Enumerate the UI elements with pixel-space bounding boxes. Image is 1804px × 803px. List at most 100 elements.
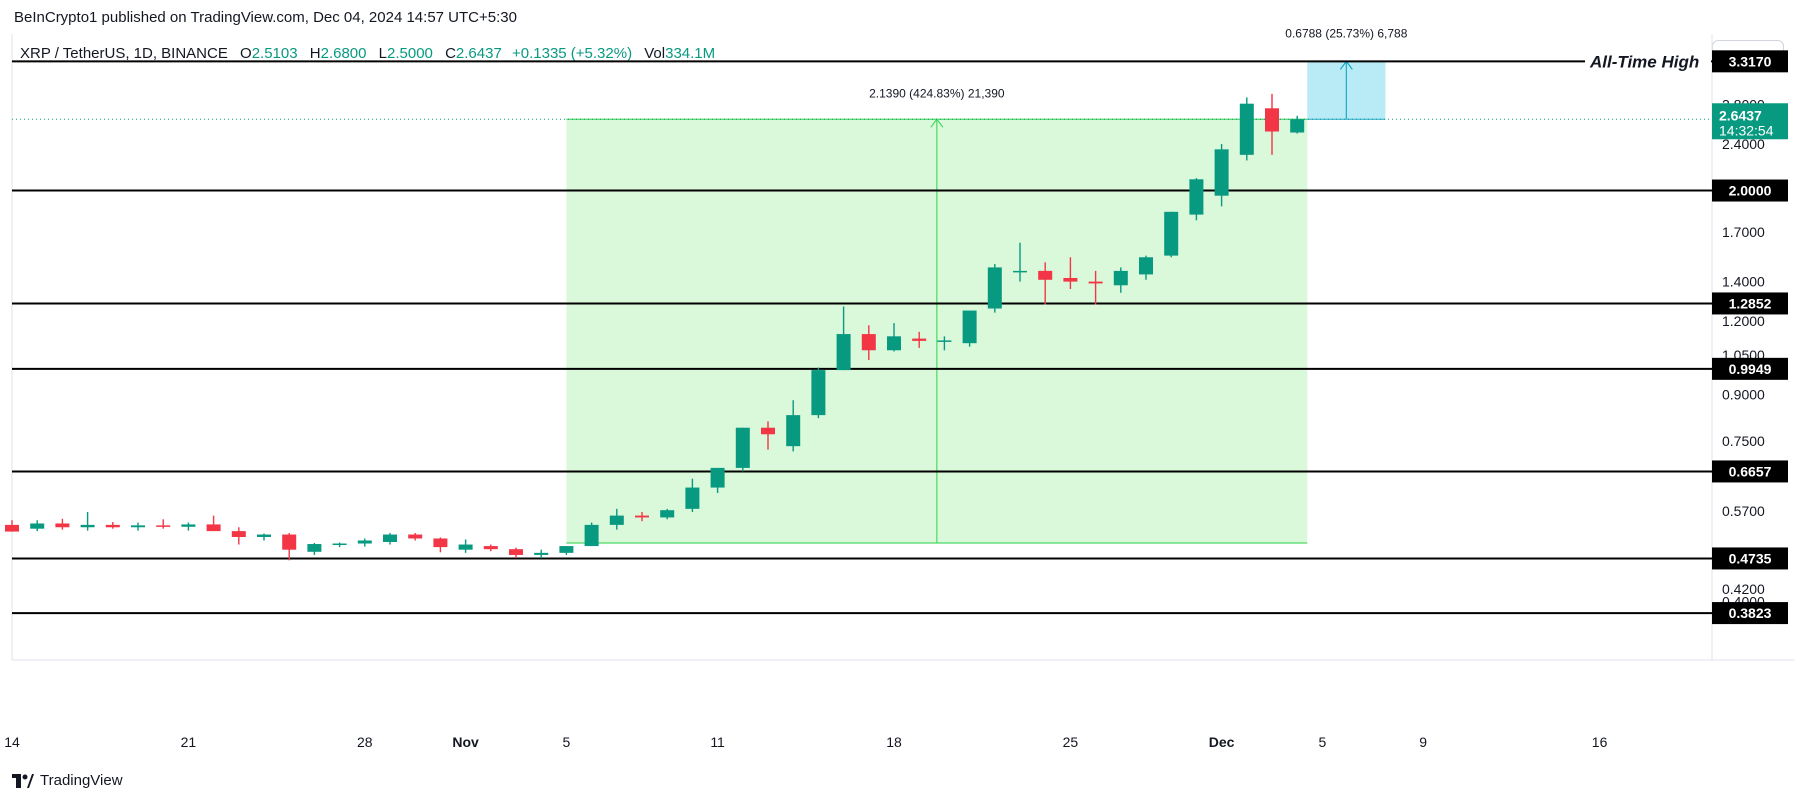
level-badge	[1712, 547, 1788, 570]
candle-body	[282, 534, 297, 550]
open-value: 2.5103	[251, 45, 298, 62]
candle-body	[408, 534, 423, 539]
candle-body	[483, 546, 498, 550]
candle-body	[433, 538, 448, 548]
time-tick-label: Dec	[1209, 734, 1235, 750]
candle-body	[181, 524, 196, 527]
candle-body	[1265, 108, 1279, 132]
candle-body	[1013, 270, 1027, 273]
time-tick-label: 16	[1592, 734, 1608, 750]
time-tick-label: 21	[181, 734, 197, 750]
candle-body	[307, 544, 322, 552]
candle-body	[1088, 281, 1103, 284]
low-label: L	[378, 45, 388, 62]
tradingview-logo: TradingView	[12, 772, 123, 789]
current-price-label: 2.6437	[1719, 107, 1762, 123]
candle-body	[80, 524, 95, 528]
candle-body	[761, 427, 775, 435]
tradingview-brand: TradingView	[40, 772, 123, 789]
candle-body	[1164, 211, 1179, 256]
candle-body	[131, 525, 145, 528]
ath-annotation: All-Time High	[1589, 52, 1699, 71]
candle-body	[887, 336, 901, 351]
price-tick-label: 0.7500	[1722, 433, 1765, 449]
ath-measure-label: 0.6788 (25.73%) 6,788	[1285, 26, 1407, 40]
close-label: C	[445, 45, 456, 62]
candle-body	[1038, 270, 1053, 280]
candle-body	[660, 510, 675, 518]
candle-body	[1290, 119, 1305, 133]
candle-body	[836, 334, 851, 371]
candle-body	[811, 370, 826, 416]
candle-body	[1113, 270, 1128, 286]
candle-body	[962, 310, 977, 344]
candle-body	[206, 524, 221, 532]
candle-body	[685, 487, 700, 509]
candle-body	[231, 531, 246, 537]
candle-body	[710, 467, 725, 488]
candle-body	[383, 534, 397, 542]
time-tick-label: 11	[710, 734, 725, 750]
level-badge	[1712, 292, 1788, 315]
candle-body	[5, 524, 19, 532]
price-tick-label: 1.7000	[1722, 224, 1765, 240]
candle-body	[1189, 179, 1204, 215]
close-value: 2.6437	[455, 45, 502, 62]
level-badge-label: 1.2852	[1729, 295, 1772, 311]
time-tick-label: 5	[1319, 734, 1327, 750]
candle-body	[357, 540, 372, 544]
time-tick-label: 18	[886, 734, 902, 750]
time-tick-label: Nov	[452, 734, 479, 750]
price-tick-label: 1.4000	[1722, 274, 1765, 290]
open-label: O	[240, 45, 252, 62]
level-badge-label: 0.3823	[1729, 605, 1772, 621]
time-tick-label: 14	[4, 734, 20, 750]
candle-body	[609, 515, 624, 525]
tradingview-icon	[12, 773, 34, 788]
time-tick-label: 25	[1063, 734, 1079, 750]
candle-body	[332, 543, 347, 546]
candle-body	[786, 415, 801, 447]
candle-body	[1063, 277, 1078, 282]
bar-countdown-label: 14:32:54	[1719, 122, 1774, 138]
candle-body	[534, 552, 549, 555]
symbol-label: XRP / TetherUS, 1D, BINANCE	[20, 45, 228, 62]
candle-body	[55, 523, 70, 528]
level-badge	[1712, 460, 1788, 483]
candle-body	[584, 524, 599, 547]
level-badge	[1712, 179, 1788, 202]
candle-body	[861, 334, 876, 351]
level-badge	[1712, 357, 1788, 380]
candle-body	[559, 546, 574, 553]
candle-body	[937, 340, 952, 342]
level-badge-label: 0.9949	[1729, 361, 1772, 377]
price-tick-label: 0.9000	[1722, 386, 1765, 402]
ohlc-legend: XRP / TetherUS, 1D, BINANCE O2.5103 H2.6…	[20, 45, 715, 62]
candle-body	[635, 515, 649, 518]
volume-label: Vol	[644, 45, 666, 62]
candle-body	[30, 523, 45, 529]
level-badge	[1712, 602, 1788, 625]
time-tick-label: 9	[1419, 734, 1427, 750]
candle-body	[912, 338, 927, 341]
price-tick-label: 2.4000	[1722, 136, 1765, 152]
candle-body	[1139, 257, 1153, 275]
candle-body	[1214, 149, 1229, 196]
candle-body	[156, 525, 171, 527]
range-measure-label: 2.1390 (424.83%) 21,390	[869, 86, 1005, 100]
level-badge-label: 0.4735	[1729, 550, 1772, 566]
change-value: +0.1335 (+5.32%)	[511, 45, 633, 62]
candle-body	[509, 549, 523, 555]
price-tick-label: 0.4200	[1722, 581, 1765, 597]
price-tick-label: 1.2000	[1722, 313, 1765, 329]
level-badge	[1712, 50, 1788, 73]
high-value: 2.6800	[320, 45, 367, 62]
time-tick-label: 28	[357, 734, 373, 750]
time-tick-label: 5	[563, 734, 571, 750]
candle-body	[458, 544, 473, 550]
annotation-backdrop	[1585, 47, 1711, 74]
candle-body	[735, 427, 750, 468]
level-badge-label: 0.6657	[1729, 463, 1772, 479]
price-tick-label: 0.5700	[1722, 503, 1765, 519]
